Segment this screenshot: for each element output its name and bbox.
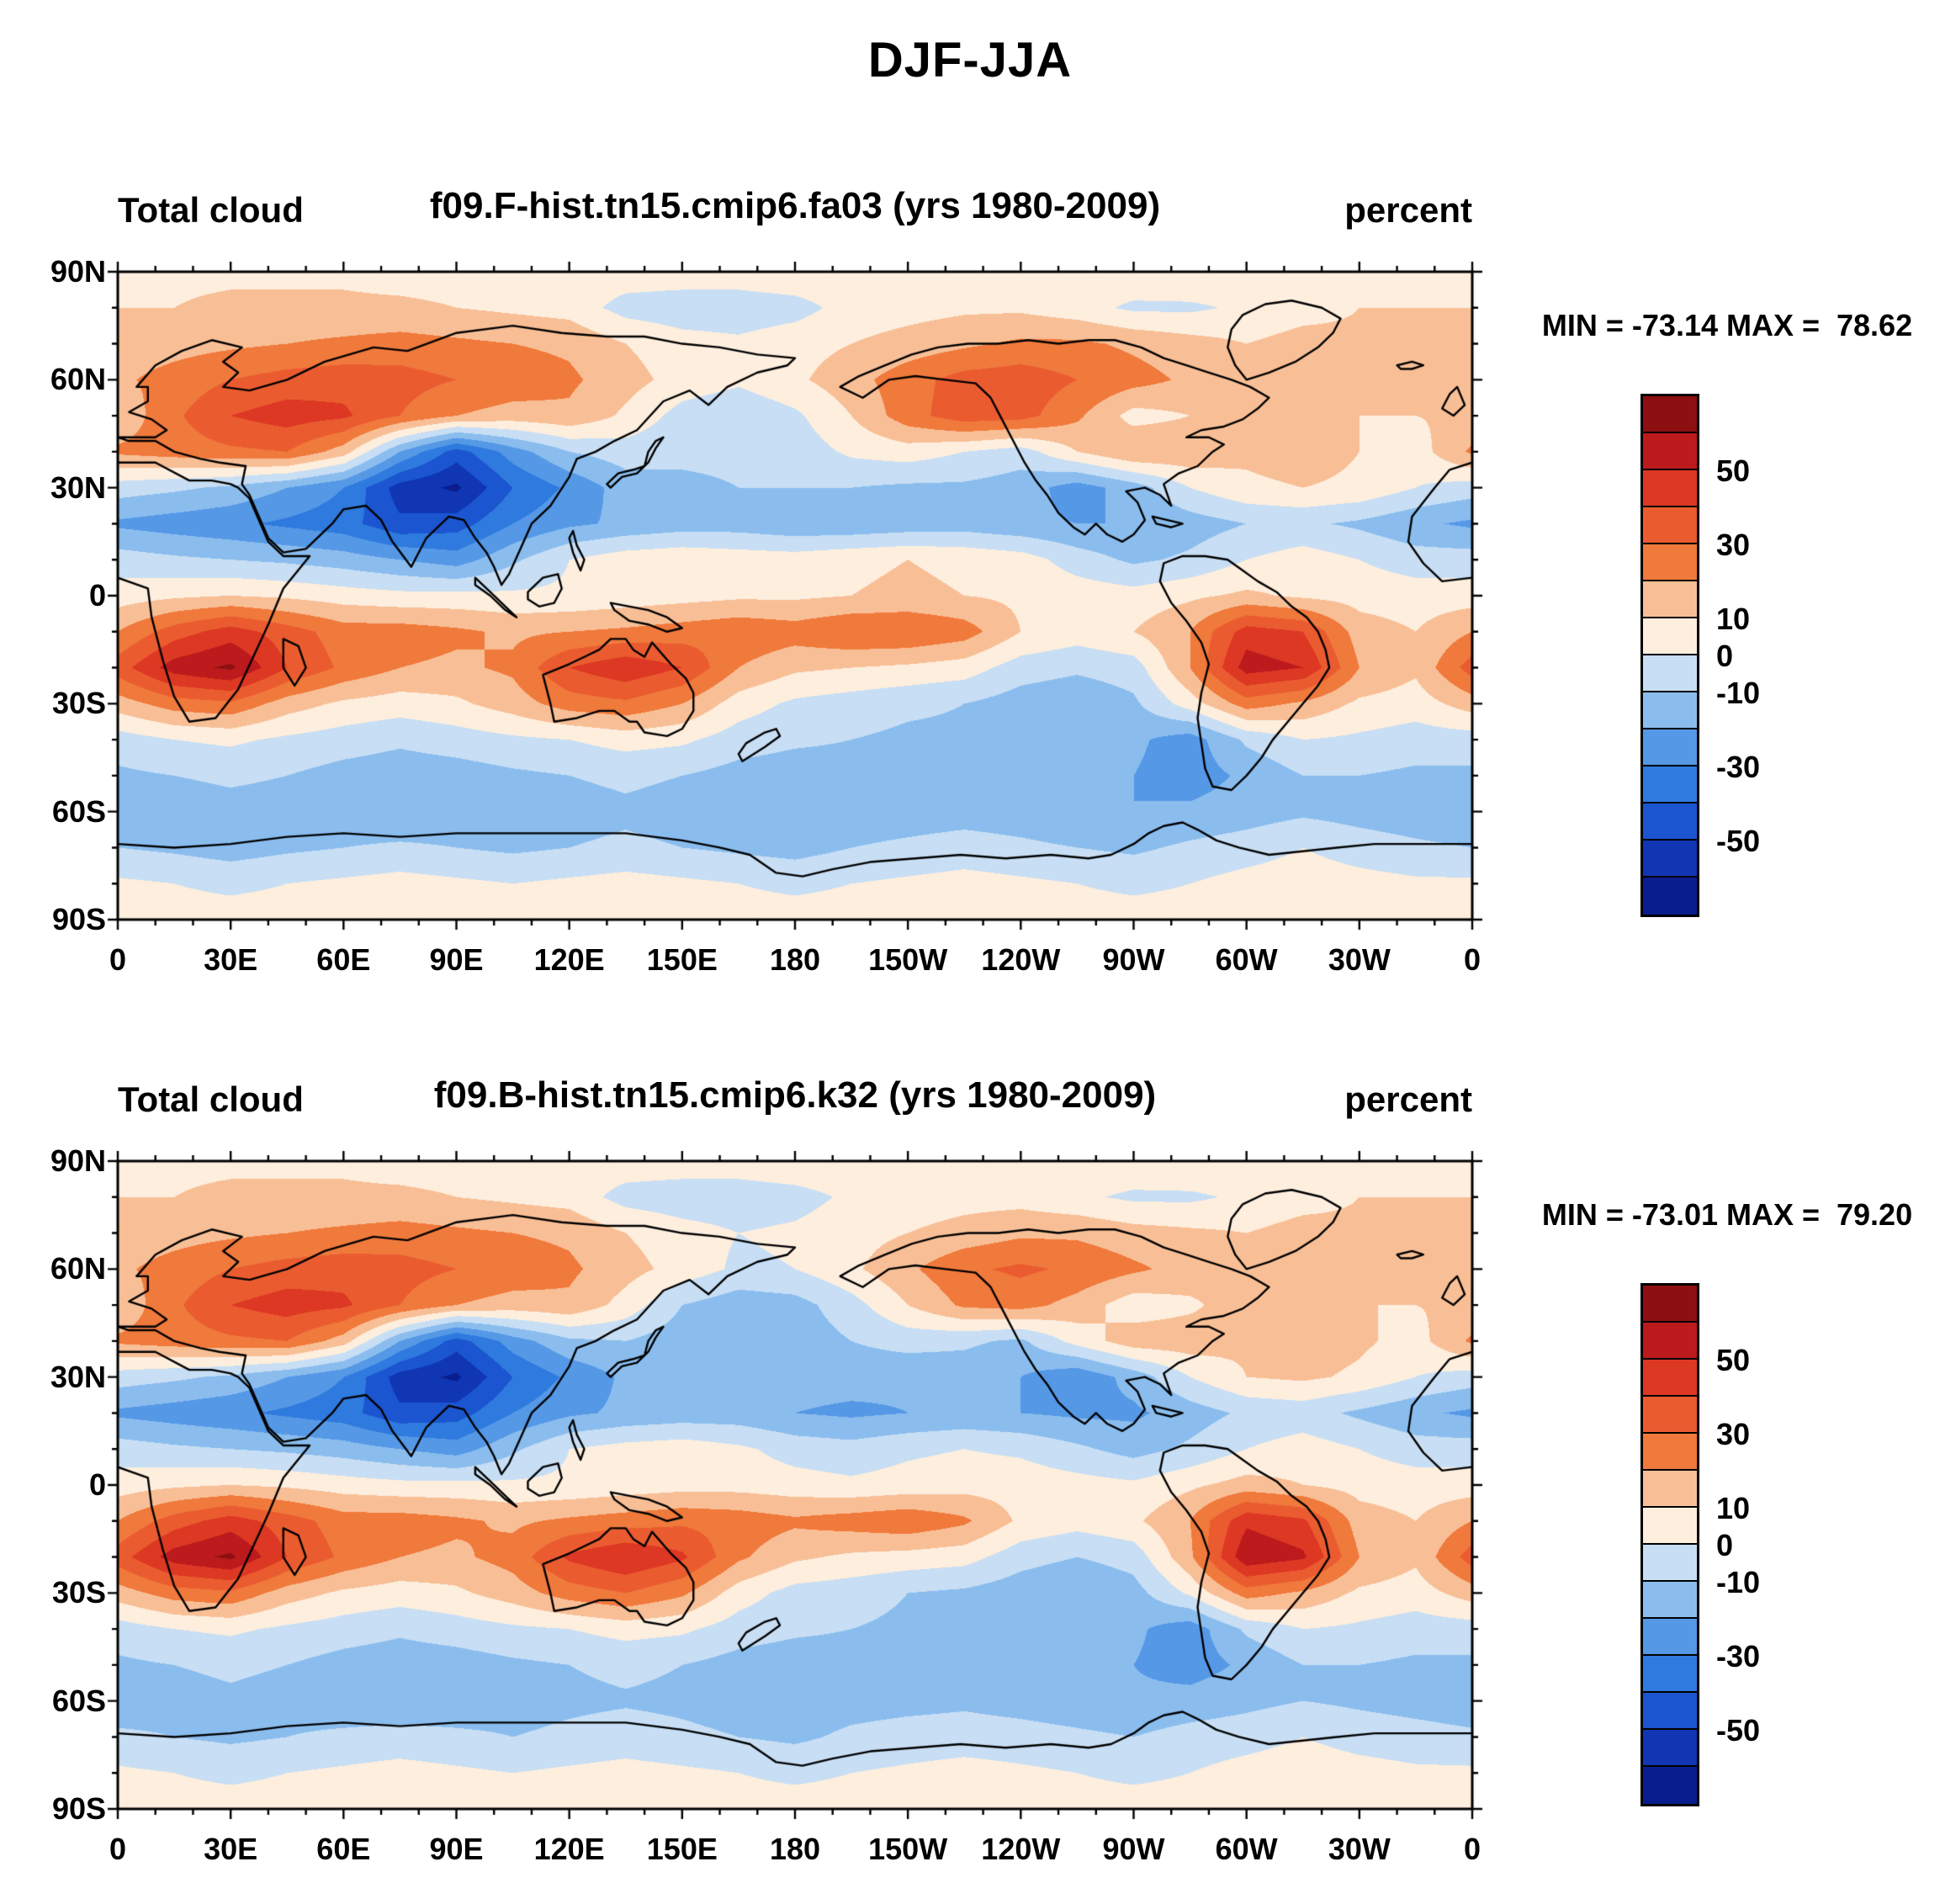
lon-tick-label: 0 bbox=[109, 942, 127, 977]
colorbar-tick-label: -10 bbox=[1716, 676, 1761, 710]
colorbar-segment bbox=[1643, 507, 1697, 544]
colorbar-segment bbox=[1643, 1730, 1697, 1767]
colorbar-segment bbox=[1643, 1693, 1697, 1730]
colorbar-segment bbox=[1643, 1545, 1697, 1582]
colorbar-tick-label: -50 bbox=[1716, 1713, 1761, 1748]
lat-tick-label: 0 bbox=[88, 578, 106, 613]
colorbar-tick-label: 10 bbox=[1716, 1491, 1751, 1525]
colorbar-segment bbox=[1643, 729, 1697, 766]
lon-tick-label: 90W bbox=[1102, 1832, 1165, 1866]
colorbar-tick-label: -10 bbox=[1716, 1565, 1761, 1599]
colorbar-tick-label: -50 bbox=[1716, 824, 1761, 858]
lat-tick-label: 60S bbox=[51, 1683, 106, 1718]
lon-tick-label: 30E bbox=[204, 1832, 258, 1866]
colorbar-top bbox=[1641, 394, 1699, 917]
lon-tick-label: 30E bbox=[204, 942, 258, 977]
minmax-label-bottom: MIN = -73.01 MAX = 79.20 bbox=[1541, 1197, 1913, 1232]
colorbar-tick-label: -30 bbox=[1716, 750, 1761, 784]
lon-tick-label: 30W bbox=[1328, 942, 1391, 977]
panel-top: Total cloud f09.F-hist.tn15.cmip6.fa03 (… bbox=[0, 167, 1940, 1042]
lon-tick-label: 60E bbox=[316, 942, 371, 977]
units-label-top: percent bbox=[1344, 190, 1472, 230]
colorbar-segment bbox=[1643, 655, 1697, 692]
colorbar-segment bbox=[1643, 433, 1697, 470]
lon-tick-label: 150W bbox=[868, 942, 948, 977]
colorbar-segment bbox=[1643, 1360, 1697, 1397]
lat-tick-label: 60N bbox=[50, 1251, 106, 1286]
lon-tick-label: 0 bbox=[1463, 1832, 1482, 1866]
colorbar-segment bbox=[1643, 1286, 1697, 1323]
lat-tick-label: 30S bbox=[51, 1575, 106, 1610]
lat-tick-label: 90N bbox=[50, 1143, 106, 1178]
lat-tick-label: 60S bbox=[51, 793, 106, 829]
lon-tick-label: 90W bbox=[1102, 942, 1165, 977]
lat-tick-label: 0 bbox=[88, 1467, 106, 1502]
lon-tick-label: 150W bbox=[868, 1832, 948, 1866]
lon-tick-label: 90E bbox=[429, 942, 484, 977]
colorbar-bottom bbox=[1641, 1283, 1699, 1806]
colorbar-segment bbox=[1643, 1397, 1697, 1434]
colorbar-segment bbox=[1643, 1582, 1697, 1619]
colorbar-segment bbox=[1643, 581, 1697, 618]
colorbar-segment bbox=[1643, 841, 1697, 878]
colorbar-segment bbox=[1643, 396, 1697, 433]
colorbar-tick-label: 30 bbox=[1716, 528, 1751, 562]
map-canvas-bottom bbox=[101, 1144, 1489, 1826]
colorbar-segment bbox=[1643, 1767, 1697, 1804]
lon-tick-label: 120E bbox=[533, 1832, 605, 1866]
colorbar-tick-label: 10 bbox=[1716, 602, 1751, 636]
figure-title: DJF-JJA bbox=[867, 33, 1073, 88]
lon-tick-label: 0 bbox=[109, 1832, 127, 1866]
lon-tick-label: 60W bbox=[1215, 1832, 1278, 1866]
lat-tick-label: 60N bbox=[50, 362, 106, 397]
lon-tick-label: 60W bbox=[1215, 942, 1278, 977]
lat-tick-label: 30N bbox=[50, 469, 106, 505]
lon-tick-label: 60E bbox=[316, 1832, 371, 1866]
lon-tick-label: 180 bbox=[769, 942, 821, 977]
lon-tick-label: 150E bbox=[646, 942, 718, 977]
lat-tick-label: 90S bbox=[51, 1791, 106, 1826]
lon-tick-label: 90E bbox=[429, 1832, 484, 1866]
colorbar-segment bbox=[1643, 1323, 1697, 1360]
colorbar-segment bbox=[1643, 878, 1697, 915]
colorbar-tick-label: 50 bbox=[1716, 1343, 1751, 1377]
lon-tick-label: 120W bbox=[981, 942, 1061, 977]
units-label-bottom: percent bbox=[1344, 1079, 1472, 1119]
lat-tick-label: 90S bbox=[51, 902, 106, 936]
minmax-label-top: MIN = -73.14 MAX = 78.62 bbox=[1541, 308, 1913, 342]
map-canvas-top bbox=[101, 255, 1489, 936]
colorbar-segment bbox=[1643, 692, 1697, 729]
variable-label-top: Total cloud bbox=[118, 190, 304, 230]
colorbar-segment bbox=[1643, 1619, 1697, 1656]
lon-tick-label: 30W bbox=[1328, 1832, 1391, 1866]
colorbar-segment bbox=[1643, 766, 1697, 803]
lat-tick-label: 30S bbox=[51, 686, 106, 721]
case-title-top: f09.F-hist.tn15.cmip6.fa03 (yrs 1980-200… bbox=[429, 185, 1161, 226]
colorbar-segment bbox=[1643, 803, 1697, 841]
colorbar-tick-label: -30 bbox=[1716, 1639, 1761, 1673]
colorbar-segment bbox=[1643, 1656, 1697, 1693]
colorbar-tick-label: 30 bbox=[1716, 1417, 1751, 1451]
colorbar-segment bbox=[1643, 1434, 1697, 1471]
lon-tick-label: 120W bbox=[981, 1832, 1061, 1866]
lon-tick-label: 180 bbox=[769, 1832, 821, 1866]
lon-tick-label: 0 bbox=[1463, 942, 1482, 977]
colorbar-tick-label: 50 bbox=[1716, 453, 1751, 488]
colorbar-segment bbox=[1643, 1508, 1697, 1545]
lon-tick-label: 120E bbox=[533, 942, 605, 977]
case-title-bottom: f09.B-hist.tn15.cmip6.k32 (yrs 1980-2009… bbox=[433, 1074, 1157, 1116]
colorbar-segment bbox=[1643, 618, 1697, 655]
lat-tick-label: 30N bbox=[50, 1359, 106, 1394]
colorbar-tick-label: 0 bbox=[1716, 639, 1734, 673]
panel-bottom: Total cloud f09.B-hist.tn15.cmip6.k32 (y… bbox=[0, 1056, 1940, 1904]
variable-label-bottom: Total cloud bbox=[118, 1079, 304, 1119]
colorbar-segment bbox=[1643, 1471, 1697, 1508]
lat-tick-label: 90N bbox=[50, 254, 106, 289]
colorbar-tick-label: 0 bbox=[1716, 1528, 1734, 1562]
colorbar-segment bbox=[1643, 470, 1697, 507]
colorbar-segment bbox=[1643, 544, 1697, 581]
lon-tick-label: 150E bbox=[646, 1832, 718, 1866]
